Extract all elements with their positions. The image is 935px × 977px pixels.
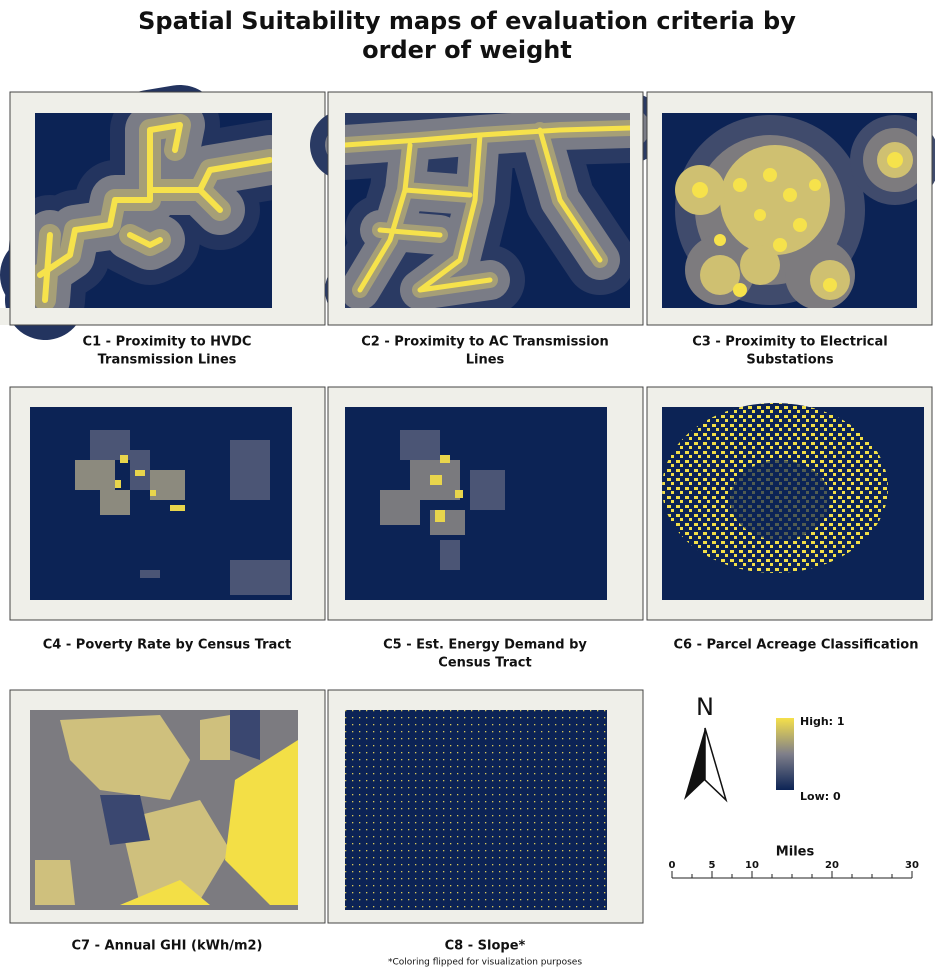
map-panel [328,92,643,325]
caption: Lines [466,353,505,368]
scale-title: Miles [776,845,815,860]
caption: C7 - Annual GHI (kWh/m2) [72,939,263,954]
caption: C6 - Parcel Acreage Classification [674,638,919,653]
scale-tick-label: 20 [825,860,839,871]
legend-high: High: 1 [800,715,845,728]
scale-tick-label: 30 [905,860,919,871]
caption: C8 - Slope* [445,939,526,954]
figure: Spatial Suitability maps of evaluation c… [0,0,935,977]
scale-tick-label: 5 [709,860,716,871]
scale-tick-label: 0 [669,860,676,871]
title-line: Spatial Suitability maps of evaluation c… [138,7,796,35]
map-panel [328,387,643,620]
north-label: N [696,693,714,721]
caption: C1 - Proximity to HVDC [83,335,252,350]
map-panel [0,92,325,325]
scale-bar: Miles 0 5 10 20 30 [669,845,919,879]
caption: C5 - Est. Energy Demand by [383,638,587,653]
scale-tick-label: 10 [745,860,759,871]
title: Spatial Suitability maps of evaluation c… [138,7,796,64]
caption: Census Tract [438,656,531,671]
caption: Transmission Lines [98,353,237,368]
map-panel [328,690,643,923]
map-panel [10,387,325,620]
legend: High: 1 Low: 0 [776,715,845,803]
map-panel [647,92,935,325]
color-ramp [776,718,794,790]
footnote: *Coloring flipped for visualization purp… [388,958,582,968]
map-panel [647,387,932,620]
title-line: order of weight [362,36,572,64]
caption: Substations [746,353,834,368]
map-panel [10,690,325,923]
caption: C2 - Proximity to AC Transmission [361,335,609,350]
caption: C4 - Poverty Rate by Census Tract [43,638,291,653]
caption: C3 - Proximity to Electrical [692,335,888,350]
legend-low: Low: 0 [800,790,841,803]
north-arrow: N [684,693,726,800]
